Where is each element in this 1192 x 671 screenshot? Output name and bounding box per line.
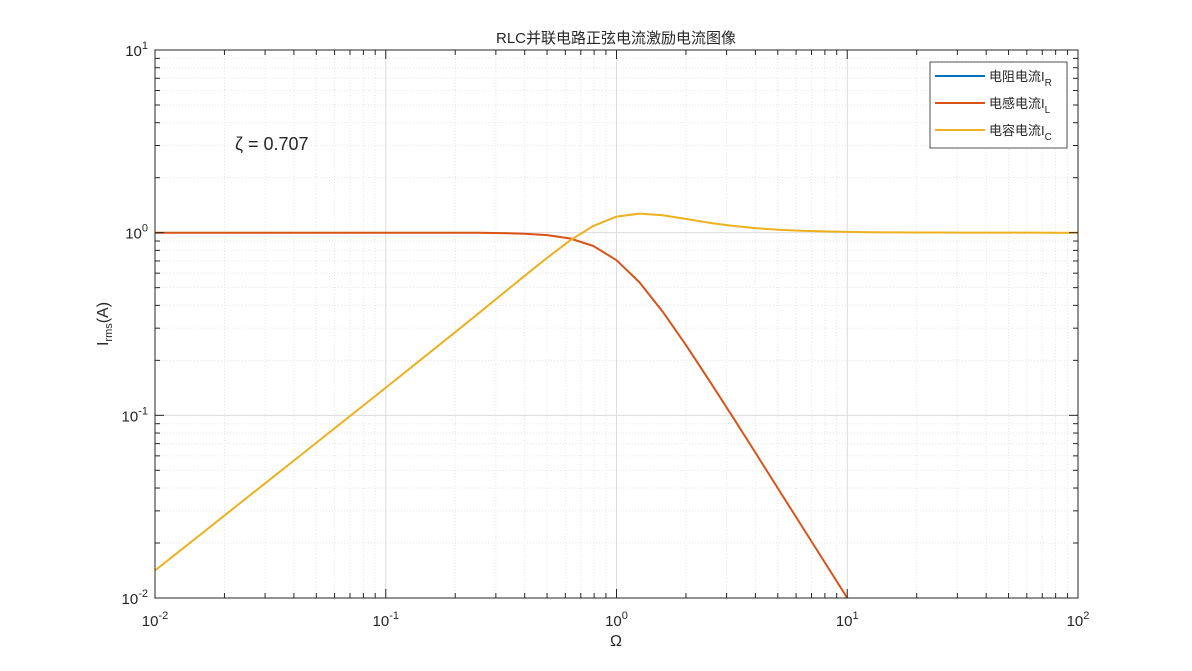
ticks bbox=[154, 50, 1078, 599]
series-line-L bbox=[155, 231, 849, 598]
grid bbox=[154, 50, 1078, 599]
legend-label-L: 电感电流IL bbox=[989, 96, 1051, 116]
legend-items: 电阻电流IR 电感电流IL 电容电流IC bbox=[935, 69, 1052, 143]
chart-title: RLC并联电路正弦电流激励电流图像 bbox=[496, 30, 736, 47]
zeta-annotation: ζ = 0.707 bbox=[235, 134, 309, 154]
x-tick-label: 10-1 bbox=[373, 610, 399, 630]
legend-label-C: 电容电流IC bbox=[989, 123, 1052, 143]
y-tick-label: 100 bbox=[125, 223, 148, 243]
series-line-C bbox=[155, 212, 1078, 572]
legend: 电阻电流IR 电感电流IL 电容电流IC bbox=[929, 61, 1068, 149]
y-tick-label: 10-2 bbox=[122, 588, 148, 608]
x-tick-label: 10-2 bbox=[142, 610, 168, 630]
y-tick-label: 10-1 bbox=[122, 405, 148, 425]
y-label-unit: (A) bbox=[95, 302, 112, 323]
x-tick-label: 101 bbox=[836, 610, 859, 630]
series-lines bbox=[155, 212, 1078, 598]
x-tick-label: 100 bbox=[605, 610, 628, 630]
y-tick-label: 101 bbox=[125, 40, 148, 60]
x-tick-label: 102 bbox=[1067, 610, 1090, 630]
x-axis-label: Ω bbox=[610, 633, 622, 650]
y-label-sub: rms bbox=[103, 323, 115, 342]
y-axis-label: Irms(A) bbox=[95, 302, 115, 346]
legend-label-R: 电阻电流IR bbox=[989, 69, 1052, 89]
y-label-main: I bbox=[95, 342, 112, 346]
tick-labels: 10-2 10-1 100 101 102 10-2 10-1 100 101 bbox=[122, 40, 1090, 630]
